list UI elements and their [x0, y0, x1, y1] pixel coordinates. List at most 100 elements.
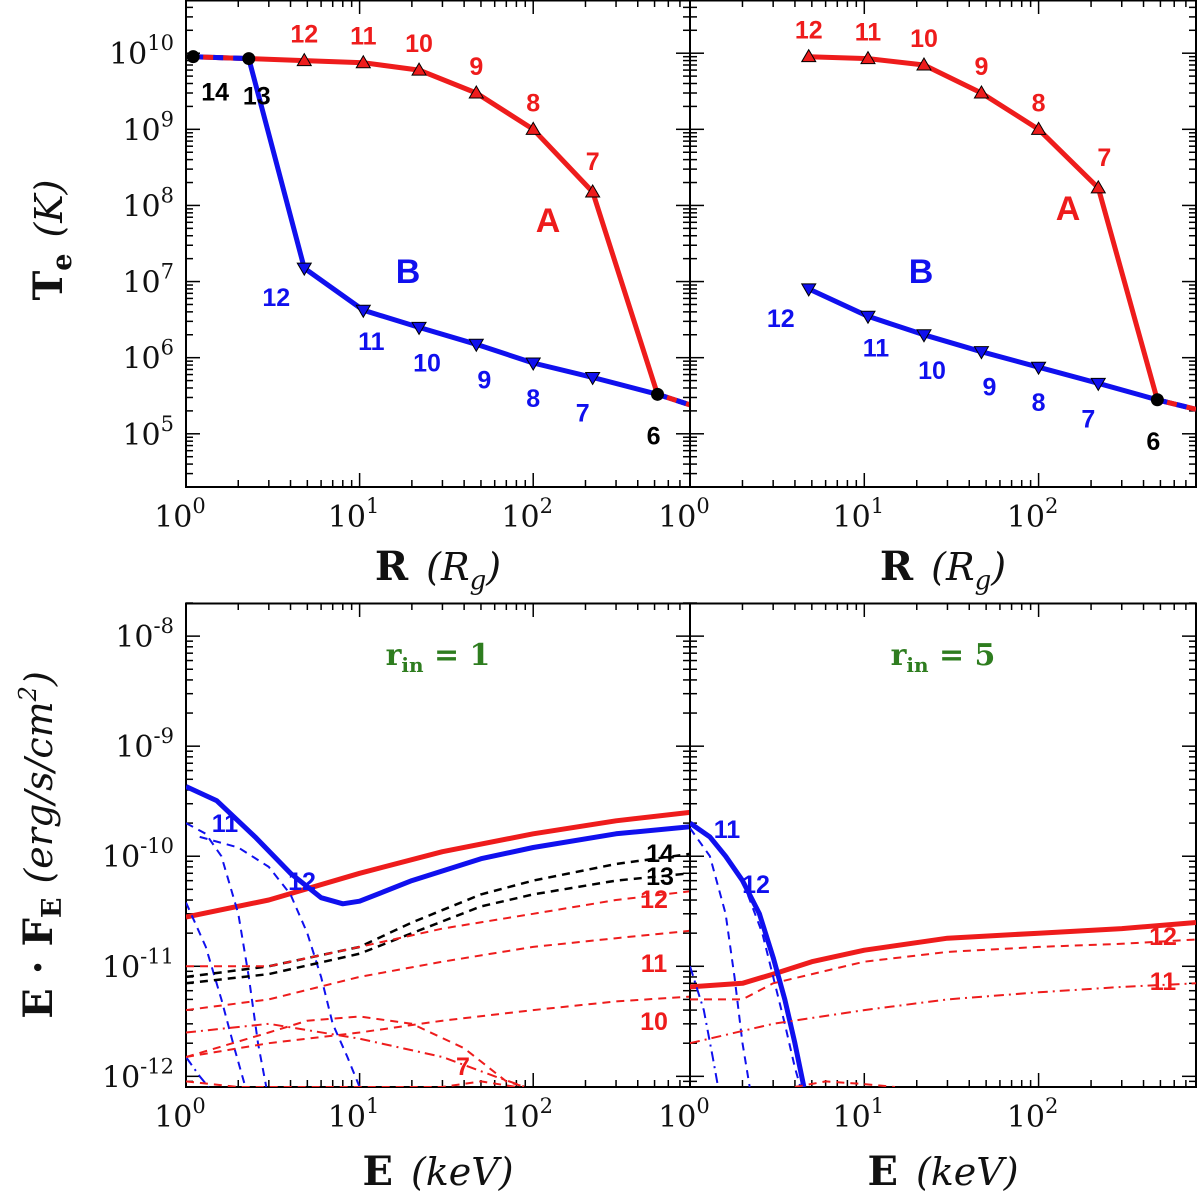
marker-B — [916, 329, 932, 343]
marker-A — [525, 121, 542, 135]
marker-A — [468, 85, 485, 99]
series-line-A — [193, 54, 690, 408]
point-label-A: 12 — [290, 21, 318, 49]
marker-B — [973, 346, 990, 360]
point-label-B: 10 — [918, 357, 946, 385]
rin-annotation: rin = 1 — [386, 638, 491, 677]
point-label-B: 8 — [1032, 389, 1046, 417]
svg-text:R(Rg): R (Rg) — [375, 543, 501, 596]
x-tick-label: 100 — [154, 494, 206, 535]
panel-top-right: 100 101 102 12 11 10 9 8 7 12 11 10 9 8 7 6 A B — [658, 0, 1197, 535]
bottom-y-axis-title: E · FE(erg/s/cm2) — [14, 671, 68, 1019]
marker-A — [800, 48, 817, 63]
curve-label-B-12: 12 — [742, 871, 770, 899]
point-label-A: 10 — [910, 25, 938, 53]
x-tick-label: 102 — [1007, 494, 1059, 535]
top-right-x-axis-title: R (Rg) — [880, 543, 1006, 596]
y-tick-label: 10-10 — [102, 834, 174, 875]
curve-label-B-12: 12 — [288, 868, 316, 896]
plot-area — [186, 784, 690, 1087]
point-label-B: 11 — [863, 334, 890, 362]
curve-label-B: B — [396, 253, 421, 291]
curve-label-A-12: 12 — [640, 886, 668, 914]
series-line-A-total — [690, 920, 1196, 990]
x-tick-label: 101 — [328, 1094, 380, 1135]
y-tick-label: 10-9 — [115, 724, 174, 765]
point-label-A: 8 — [1032, 89, 1046, 117]
curve-label-A-11: 11 — [1150, 968, 1177, 996]
marker-B — [296, 262, 313, 277]
marker-B — [860, 310, 876, 325]
marker-A — [584, 184, 601, 198]
point-label-B: 7 — [1081, 405, 1095, 433]
curve-label-A-7: 7 — [456, 1053, 470, 1081]
y-tick-label: 106 — [122, 336, 174, 377]
x-tick-label: 100 — [154, 1094, 206, 1135]
series-line-B-11 — [186, 822, 268, 1087]
curve-label-A: A — [1056, 190, 1081, 228]
x-tick-label: 101 — [328, 494, 380, 535]
x-tick-label: 102 — [501, 1094, 553, 1135]
marker-A — [860, 50, 876, 65]
series-line-B-12 — [709, 836, 802, 1087]
series-line-A-10 — [186, 995, 690, 1058]
point-label-B: 9 — [982, 374, 996, 402]
marker-A — [973, 85, 990, 99]
x-tick-label: 100 — [658, 494, 710, 535]
y-tick-label: 109 — [122, 107, 174, 148]
y-tick-label: 105 — [122, 412, 174, 453]
marker-A — [1030, 121, 1047, 135]
marker-B — [411, 321, 427, 336]
series-line-A-9 — [186, 1022, 526, 1087]
point-label-A: 7 — [586, 148, 600, 176]
marker-B — [355, 304, 372, 319]
point-label-B: 9 — [477, 366, 491, 394]
plot-area — [690, 821, 1196, 1087]
axes-frame — [185, 0, 691, 488]
black-point — [1150, 393, 1164, 407]
black-point-label: 14 — [201, 79, 229, 107]
y-tick-label: 108 — [122, 183, 174, 224]
curve-label-black-14: 14 — [646, 840, 674, 868]
svg-text:Te(K): Te(K) — [25, 180, 78, 301]
point-label-B: 12 — [262, 284, 290, 312]
black-point — [242, 52, 256, 66]
series-line-B-11 — [690, 827, 751, 1087]
marker-A — [916, 57, 932, 71]
series-line-B-10 — [690, 965, 720, 1087]
axes-frame — [689, 602, 1197, 1088]
curve-label-A-10: 10 — [640, 1008, 668, 1036]
point-label-A: 12 — [795, 17, 823, 45]
marker-A — [355, 54, 372, 69]
series-line-B-10 — [186, 902, 247, 1087]
x-tick-label: 101 — [833, 494, 885, 535]
series-line-B — [807, 286, 1196, 412]
black-point — [651, 387, 665, 401]
marker-B — [468, 338, 485, 353]
svg-text:E(keV): E (keV) — [362, 1148, 513, 1195]
x-tick-label: 102 — [1007, 1094, 1059, 1135]
series-line-B-9 — [186, 1056, 210, 1087]
black-point — [186, 50, 200, 64]
series-line-A-11 — [186, 929, 690, 1012]
svg-text:E(keV): E (keV) — [867, 1148, 1018, 1195]
series-line-A-10 — [794, 1080, 896, 1087]
point-label-B: 12 — [767, 305, 795, 333]
panel-bottom-left: 100 101 102 10-12 10-11 10-10 10-9 10-8 11 12 1413… — [102, 602, 691, 1135]
y-tick-label: 107 — [122, 260, 174, 301]
point-label-A: 11 — [350, 23, 377, 51]
plot-area — [807, 54, 1196, 412]
top-y-axis-title: Te(K) — [25, 180, 78, 301]
curve-label-A-12: 12 — [1149, 923, 1177, 951]
black-point-label: 13 — [243, 83, 271, 111]
marker-B — [584, 371, 601, 386]
black-point-label: 6 — [647, 422, 661, 450]
point-label-B: 7 — [576, 399, 590, 427]
x-tick-label: 100 — [658, 1094, 710, 1135]
series-line-A-total — [186, 809, 690, 920]
black-point-label: 6 — [1146, 428, 1160, 456]
series-line-B-total — [690, 821, 807, 1087]
